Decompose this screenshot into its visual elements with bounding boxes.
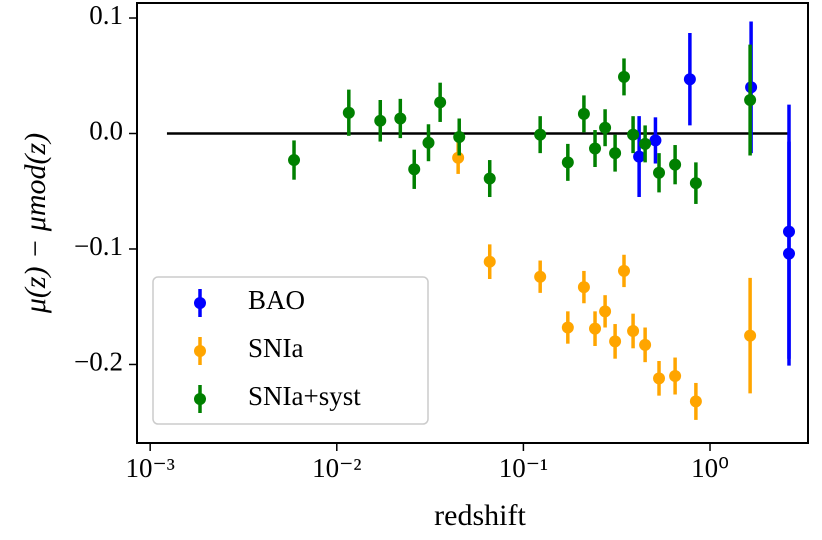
y-tick-label: 0.1 <box>89 0 123 30</box>
point <box>627 128 640 141</box>
legend-box <box>152 276 429 425</box>
point <box>744 94 757 107</box>
point <box>744 329 757 342</box>
y-axis-label: μ(z) − μmod(z) <box>19 133 52 314</box>
point <box>689 177 702 190</box>
point <box>689 395 702 408</box>
point <box>639 338 652 351</box>
y-tick-label: 0.0 <box>89 116 123 146</box>
x-tick-label: 10⁻² <box>312 453 361 483</box>
legend-label: BAO <box>248 285 305 315</box>
x-axis-label: redshift <box>434 499 526 532</box>
point <box>577 107 590 120</box>
point <box>683 73 696 86</box>
legend-label: SNIa+syst <box>248 381 361 411</box>
point <box>669 158 682 171</box>
point <box>452 151 465 164</box>
legend-label: SNIa <box>248 333 304 363</box>
point <box>534 270 547 283</box>
point <box>483 172 496 185</box>
point <box>589 322 602 335</box>
point <box>394 112 407 125</box>
point <box>609 147 622 160</box>
point <box>483 255 496 268</box>
point <box>589 142 602 155</box>
point <box>577 281 590 294</box>
point <box>599 305 612 318</box>
legend-marker <box>194 393 206 405</box>
point <box>342 106 355 119</box>
point <box>627 324 640 337</box>
point <box>669 370 682 383</box>
point <box>649 134 662 147</box>
point <box>633 150 646 163</box>
point <box>618 264 631 277</box>
point <box>561 156 574 169</box>
point <box>618 70 631 83</box>
legend-marker <box>194 297 206 309</box>
y-tick-label: −0.2 <box>74 347 123 377</box>
point <box>374 114 387 127</box>
point <box>639 137 652 150</box>
point <box>653 166 666 179</box>
x-tick-label: 10⁻³ <box>125 453 174 483</box>
x-tick-label: 10⁻¹ <box>499 453 548 483</box>
point <box>434 96 447 109</box>
point <box>422 136 435 149</box>
y-tick-label: −0.1 <box>74 231 123 261</box>
point <box>534 128 547 141</box>
x-tick-label: 10⁰ <box>691 453 729 483</box>
point <box>408 163 421 176</box>
point <box>653 372 666 385</box>
point <box>288 154 301 167</box>
point <box>609 335 622 348</box>
point <box>599 121 612 134</box>
point <box>783 247 796 260</box>
plot-frame <box>136 2 809 444</box>
legend-marker <box>194 345 206 357</box>
point <box>561 321 574 334</box>
point <box>453 130 466 143</box>
